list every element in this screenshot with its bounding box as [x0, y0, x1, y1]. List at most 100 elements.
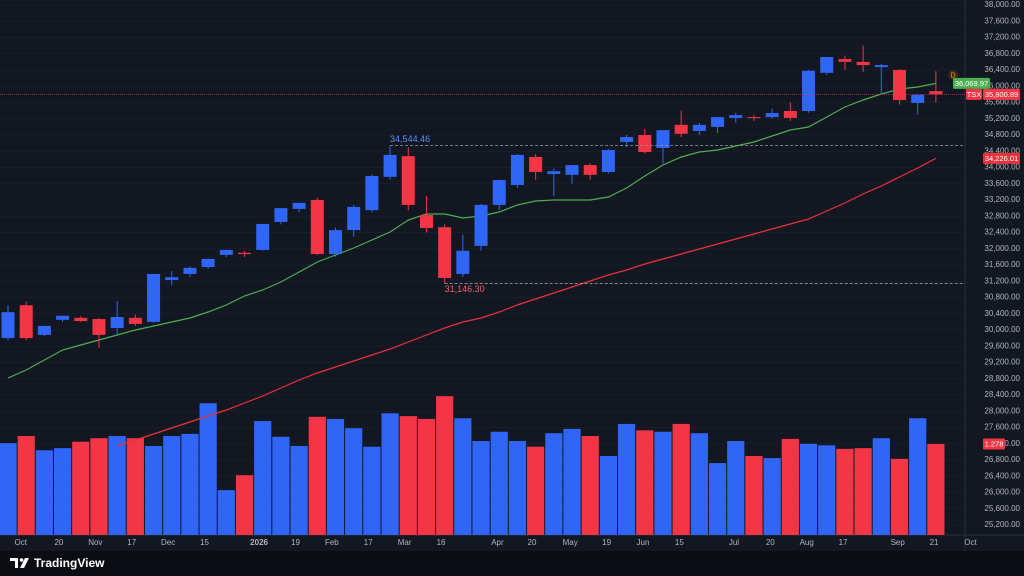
- volume-bar: [126, 438, 144, 535]
- volume-bar: [308, 416, 326, 535]
- y-tick-label: 28,800.00: [984, 374, 1020, 383]
- candle-body: [292, 202, 306, 209]
- y-tick-label: 36,800.00: [984, 49, 1020, 58]
- candle-body: [238, 252, 252, 255]
- y-tick-label: 26,000.00: [984, 488, 1020, 497]
- candle-body: [256, 223, 270, 250]
- ma-last-label-box: [983, 152, 1020, 164]
- y-tick-label: 33,600.00: [984, 179, 1020, 188]
- volume-bar: [617, 423, 636, 535]
- x-tick-label: 15: [675, 538, 684, 547]
- candle-body: [729, 115, 743, 118]
- annotation-label: 34,544.46: [390, 134, 430, 144]
- candle-body: [547, 171, 561, 174]
- logo-dot: [19, 558, 24, 562]
- volume-bar: [490, 431, 508, 535]
- candle-body: [365, 176, 379, 211]
- candle-body: [274, 208, 288, 222]
- candle-body: [328, 230, 342, 255]
- y-tick-label: 37,200.00: [984, 33, 1020, 42]
- volume-bar: [690, 433, 708, 535]
- candle-body: [419, 215, 433, 229]
- volume-bar: [581, 436, 599, 535]
- volume-bar: [0, 443, 17, 535]
- y-tick-label: 32,000.00: [984, 244, 1020, 253]
- last-price-label-box: [983, 88, 1020, 100]
- y-tick-label: 28,000.00: [984, 406, 1020, 415]
- y-tick-label: 37,600.00: [984, 16, 1020, 25]
- candle-body: [401, 156, 415, 205]
- x-tick-label: Apr: [491, 538, 504, 547]
- candle-body: [201, 258, 215, 268]
- y-tick-label: 38,000.00: [984, 0, 1020, 9]
- y-tick-label: 25,200.00: [984, 520, 1020, 529]
- volume-bar: [727, 441, 745, 535]
- volume-bar: [545, 433, 563, 535]
- y-tick-label: 31,600.00: [984, 260, 1020, 269]
- candle-body: [492, 180, 506, 205]
- volume-bar: [527, 446, 545, 535]
- candle-body: [19, 305, 33, 339]
- y-tick-label: 32,800.00: [984, 211, 1020, 220]
- volume-label-box: [983, 438, 1005, 450]
- x-tick-label: 17: [364, 538, 373, 547]
- ma-last-label: 34,226.01: [985, 154, 1018, 163]
- volume-bar: [854, 448, 872, 535]
- interval-marker: [948, 70, 958, 80]
- last-price-label: 35,800.89: [985, 90, 1018, 99]
- volume-bar: [909, 418, 927, 535]
- y-tick-label: 32,400.00: [984, 228, 1020, 237]
- x-tick-label: Oct: [964, 538, 977, 547]
- candle-body: [347, 206, 361, 231]
- volume-bar: [818, 445, 836, 535]
- candle-body: [874, 65, 888, 68]
- y-tick-label: 36,000.00: [984, 81, 1020, 90]
- volume-bar: [927, 444, 945, 535]
- candle-body: [838, 59, 852, 62]
- volume-bar: [508, 441, 527, 535]
- volume-bar: [90, 438, 108, 535]
- volume-bar: [454, 418, 472, 535]
- volume-bar: [290, 446, 308, 535]
- annotation-label: 31,146.30: [445, 284, 485, 294]
- y-tick-label: 36,400.00: [984, 65, 1020, 74]
- candle-body: [74, 317, 88, 322]
- volume-bar: [254, 421, 272, 535]
- y-tick-label: 29,600.00: [984, 341, 1020, 350]
- volume-bar: [708, 463, 727, 535]
- ma-last-label: 36,069.97: [955, 79, 988, 88]
- x-tick-label: 2026: [250, 538, 268, 547]
- volume-bar: [217, 490, 235, 535]
- volume-bar: [890, 458, 909, 535]
- x-tick-label: Jul: [729, 538, 739, 547]
- ma-last-label-box: [953, 77, 990, 89]
- candle-body: [893, 69, 907, 101]
- x-tick-label: 20: [54, 538, 63, 547]
- y-tick-label: 34,800.00: [984, 130, 1020, 139]
- x-tick-label: Jun: [637, 538, 650, 547]
- candle-body: [565, 165, 579, 175]
- candle-body: [37, 325, 51, 335]
- x-tick-label: Dec: [161, 538, 175, 547]
- y-tick-label: 33,200.00: [984, 195, 1020, 204]
- candle-body: [747, 117, 761, 119]
- y-tick-label: 34,000.00: [984, 163, 1020, 172]
- volume-bar: [763, 458, 781, 535]
- x-tick-label: Nov: [88, 538, 102, 547]
- candle-body: [474, 204, 488, 246]
- candle-body: [620, 137, 634, 142]
- candle-body: [128, 317, 142, 324]
- logo-mark: [10, 558, 18, 568]
- candle-body: [110, 317, 124, 328]
- candle-body: [438, 227, 452, 279]
- y-tick-label: 31,200.00: [984, 276, 1020, 285]
- y-tick-label: 35,200.00: [984, 114, 1020, 123]
- x-tick-label: Feb: [325, 538, 339, 547]
- y-tick-label: 25,600.00: [984, 504, 1020, 513]
- candle-body: [510, 154, 524, 185]
- volume-bar: [272, 436, 290, 535]
- brand-logo: [10, 558, 29, 568]
- volume-bar: [654, 431, 672, 535]
- plot-area: 34,544.46 31,146.30: [0, 4, 965, 535]
- x-tick-label: 16: [437, 538, 446, 547]
